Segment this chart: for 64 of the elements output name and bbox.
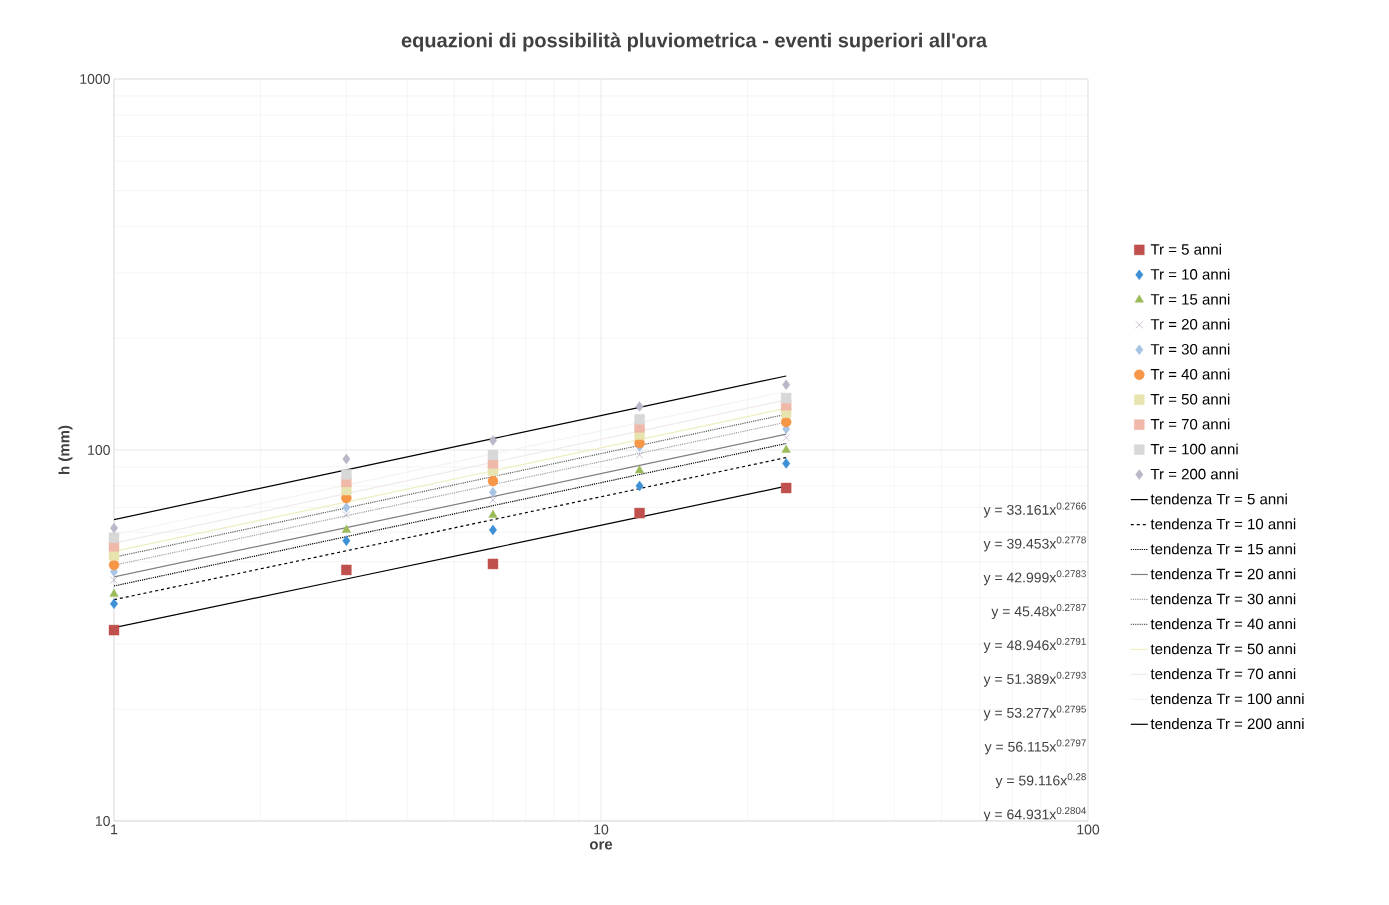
point [635, 480, 644, 492]
legend-label: Tr = 5 anni [1150, 243, 1221, 255]
annotation: y = 53.277x$^{0.2795}$ [983, 705, 1086, 721]
legend-label: tendenza Tr = 15 anni [1150, 543, 1296, 555]
point [342, 453, 351, 465]
point [782, 458, 791, 469]
annotation: y = 48.946x$^{0.2791}$ [983, 637, 1086, 653]
point [635, 451, 644, 459]
point [780, 392, 792, 404]
y-tick-label: 100 [88, 445, 110, 455]
point [488, 509, 498, 518]
annotation: y = 59.116x$^{0.28}$ [995, 773, 1086, 789]
legend-label: tendenza Tr = 70 anni [1150, 668, 1296, 680]
y-tick-label: 1000 [80, 74, 110, 84]
legend-label: Tr = 40 anni [1150, 368, 1230, 380]
legend-label: Tr = 15 anni [1150, 293, 1230, 305]
point [634, 507, 645, 519]
annotation: y = 51.389x$^{0.2793}$ [983, 671, 1086, 687]
point [487, 558, 499, 570]
legend-label: tendenza Tr = 200 anni [1150, 718, 1304, 730]
point [635, 401, 644, 412]
legend-label: tendenza Tr = 20 anni [1150, 568, 1296, 580]
legend-label: Tr = 70 anni [1150, 418, 1230, 430]
point [780, 416, 792, 428]
legend-label: Tr = 10 anni [1150, 268, 1230, 280]
annotation: y = 33.161x$^{0.2766}$ [983, 502, 1086, 518]
point [635, 465, 645, 474]
point [487, 475, 499, 487]
legend-label: tendenza Tr = 30 anni [1150, 593, 1296, 605]
legend-label: Tr = 100 anni [1150, 443, 1238, 455]
point [487, 449, 499, 461]
legend-label: tendenza Tr = 10 anni [1150, 518, 1296, 530]
point [782, 433, 790, 442]
point [342, 535, 351, 547]
point [780, 482, 792, 494]
annotation: y = 45.48x$^{0.2787}$ [991, 604, 1086, 620]
x-axis-title: ore [589, 841, 613, 850]
point [782, 379, 791, 390]
point [341, 564, 352, 576]
point [341, 524, 351, 533]
point [781, 444, 791, 453]
annotation: y = 56.115x$^{0.2797}$ [984, 739, 1086, 755]
point [342, 511, 351, 519]
chart-title: equazioni di possibilità pluviometrica - eventi superiori all'ora [401, 32, 988, 52]
x-tick-label: 10 [594, 824, 609, 835]
legend-label: Tr = 20 anni [1150, 318, 1230, 330]
point [342, 502, 351, 513]
point [489, 496, 497, 504]
legend-label: Tr = 30 anni [1150, 343, 1230, 355]
y-axis-title: h (mm) [58, 425, 73, 474]
legend-label: tendenza Tr = 40 anni [1150, 618, 1296, 630]
legend-label: Tr = 50 anni [1150, 393, 1230, 405]
point [634, 414, 645, 425]
legend-label: tendenza Tr = 50 anni [1150, 643, 1296, 655]
point [489, 435, 497, 446]
point [341, 469, 352, 480]
x-tick-label: 100 [1077, 824, 1100, 835]
legend-label: Tr = 200 anni [1150, 468, 1238, 480]
annotation: y = 39.453x$^{0.2778}$ [983, 536, 1086, 552]
x-tick-label: 1 [111, 824, 118, 835]
annotation: y = 42.999x$^{0.2783}$ [983, 570, 1086, 586]
legend-label: tendenza Tr = 100 anni [1150, 693, 1304, 705]
legend-label: tendenza Tr = 5 anni [1150, 493, 1287, 505]
y-tick-label: 10 [95, 816, 110, 826]
